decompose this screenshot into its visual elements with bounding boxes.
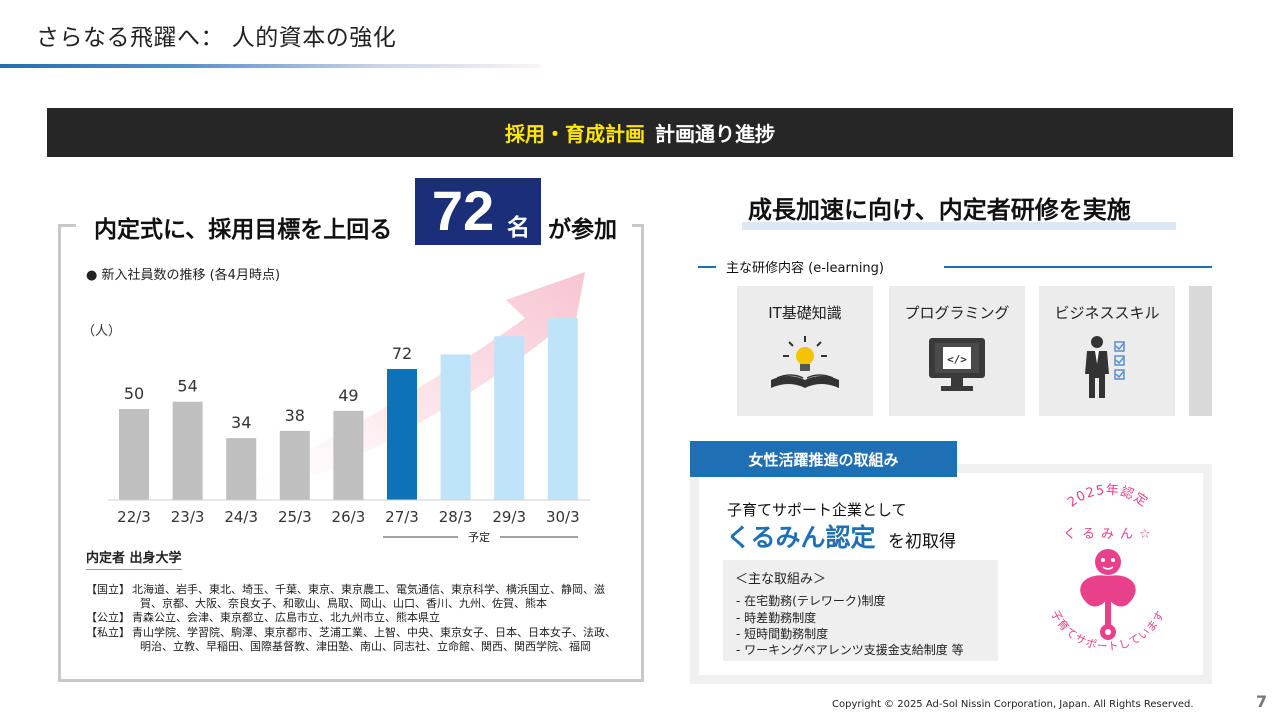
divider-line-left	[698, 266, 716, 268]
training-title-highlight	[742, 222, 1176, 230]
training-sub-label: 主な研修内容 (e-learning)	[726, 261, 884, 276]
school-row-national: 【国立】 北海道、岩手、東北、埼玉、千葉、東京、東京農工、電気通信、東京科学、横浜…	[86, 583, 605, 597]
kurumin-cert-tail: を初取得	[888, 532, 956, 552]
kurumin-logo-name: くるみん☆	[1063, 527, 1156, 542]
svg-text:2025年認定: 2025年認定	[1065, 483, 1151, 511]
headline-number-box	[415, 178, 541, 245]
course-name: ビジネススキル	[1054, 304, 1160, 322]
course-card-business-skills: ビジネススキル	[1039, 286, 1175, 416]
measures-heading: ＜主な取組み＞	[735, 572, 827, 587]
measure-item: - 短時間勤務制度	[736, 627, 829, 641]
headline-unit: 名	[507, 215, 530, 241]
headline-text-before: 内定式に、採用目標を上回る	[94, 217, 393, 243]
school-list-line: 青山学院、学習院、駒澤、東京都市、芝浦工業、上智、中央、東京女子、日本、日本女子…	[132, 626, 616, 639]
svg-text:</>: </>	[947, 353, 967, 366]
women-initiatives-tab: 女性活躍推進の取組み	[690, 441, 957, 477]
course-name: IT基礎知識	[768, 304, 842, 322]
lightbulb-book-icon	[763, 334, 847, 398]
school-row-public: 【公立】 青森公立、会津、東京都立、広島市立、北九州市立、熊本県立	[86, 611, 440, 625]
headline-text-after: が参加	[548, 217, 617, 243]
page-number: 7	[1256, 692, 1268, 711]
school-list-line: 明治、立教、早稲田、国際基督教、津田塾、南山、同志社、立命館、関西、関西学院、福…	[140, 640, 591, 653]
copyright-notice: Copyright © 2025 Ad-Sol Nissin Corporati…	[832, 699, 1194, 710]
title-underline	[0, 64, 540, 68]
training-title: 成長加速に向け、内定者研修を実施	[748, 196, 1131, 224]
kurumin-cert-name: くるみん認定	[726, 523, 876, 552]
chart-title: ● 新入社員数の推移 (各4月時点)	[86, 268, 281, 283]
banner-text: 計画通り進捗	[655, 122, 775, 146]
kurumin-logo-year: 2025年認定	[1065, 483, 1150, 511]
headline-number: 72	[431, 179, 495, 242]
code-monitor-icon: </>	[927, 334, 987, 400]
schools-heading: 内定者 出身大学	[86, 547, 182, 570]
course-card-it-basics: IT基礎知識	[737, 286, 873, 416]
school-category-label: 【私立】	[86, 626, 130, 639]
measure-item: - 時差勤務制度	[736, 611, 817, 625]
course-card-partial	[1189, 286, 1212, 416]
chart-unit-label: （人）	[82, 324, 122, 339]
school-list-line: 賀、京都、大阪、奈良女子、和歌山、鳥取、岡山、山口、香川、九州、佐賀、熊本	[140, 597, 547, 610]
banner-highlight: 採用・育成計画	[505, 122, 645, 146]
school-list-line: 青森公立、会津、東京都立、広島市立、北九州市立、熊本県立	[132, 611, 440, 624]
course-name: プログラミング	[904, 304, 1010, 322]
page-title: さらなる飛躍へ： 人的資本の強化	[36, 25, 397, 51]
section-banner: 採用・育成計画 計画通り進捗	[47, 108, 1233, 157]
kurumin-mascot-icon	[1080, 549, 1136, 640]
school-row-private: 【私立】 青山学院、学習院、駒澤、東京都市、芝浦工業、上智、中央、東京女子、日本、…	[86, 626, 616, 640]
kurumin-subtitle: 子育てサポート企業として	[727, 501, 907, 519]
measure-item: - ワーキングペアレンツ支援金支給制度 等	[736, 643, 964, 657]
businessman-checklist-icon	[1081, 334, 1133, 404]
divider-line-right	[944, 266, 1212, 268]
kurumin-logo: 2025年認定 くるみん☆ 子育てサポートしています	[1048, 483, 1167, 654]
measure-item: - 在宅勤務(テレワーク)制度	[736, 594, 886, 608]
school-category-label: 【国立】	[86, 583, 130, 596]
course-card-programming: プログラミング </>	[889, 286, 1025, 416]
school-category-label: 【公立】	[86, 611, 130, 624]
measures-box	[723, 560, 998, 661]
school-list-line: 北海道、岩手、東北、埼玉、千葉、東京、東京農工、電気通信、東京科学、横浜国立、静…	[132, 583, 605, 596]
